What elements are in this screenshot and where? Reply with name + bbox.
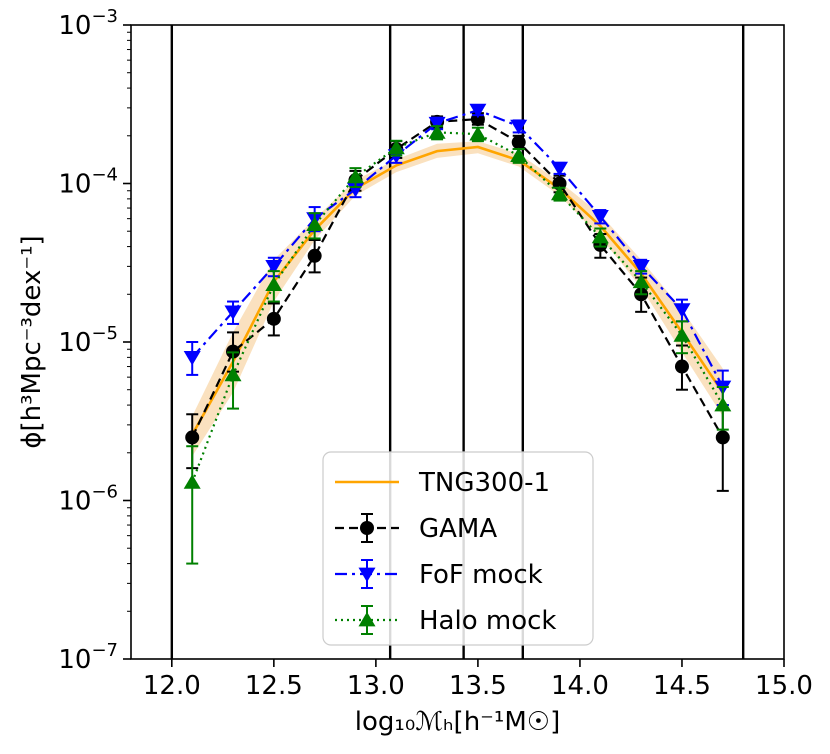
halo-mock-point: [347, 168, 364, 184]
fof-mock-point: [183, 351, 201, 366]
halo-mock-point: [551, 185, 568, 201]
halo-mock-line: [191, 131, 724, 483]
series-halo-mock: [183, 124, 732, 565]
halo-mock-point: [510, 147, 528, 162]
halo-mock-point: [183, 474, 201, 489]
legend-label-gama: GAMA: [419, 514, 497, 544]
y-tick-label: 10−3: [58, 6, 118, 41]
fof-mock-point: [673, 303, 691, 318]
gama-line: [191, 117, 724, 438]
series-layer: [183, 103, 732, 565]
gama-point: [511, 135, 526, 150]
halo-mock-point: [714, 397, 732, 412]
x-tick-label: 12.0: [143, 671, 201, 701]
legend-marker-gama: [360, 521, 374, 535]
fof-mock-point: [510, 119, 528, 135]
legend-label-tng300-1: TNG300-1: [418, 468, 550, 498]
legend-entry-halo-mock: Halo mock: [335, 605, 556, 636]
legend-entry-fof-mock: FoF mock: [335, 559, 543, 590]
halo-mock-point: [306, 216, 324, 231]
halo-mock-point: [591, 228, 609, 244]
y-tick-label: 10−7: [58, 640, 118, 675]
y-tick-label: 10−5: [58, 323, 118, 358]
halo-mock-point: [387, 139, 405, 155]
legend-box: [322, 451, 594, 646]
x-tick-label: 14.5: [653, 671, 711, 701]
halo-mock-point: [673, 327, 691, 342]
y-tick-label: 10−6: [58, 482, 118, 517]
x-tick-label: 13.0: [347, 671, 405, 701]
halo-mock-point: [428, 124, 446, 139]
legend-entry-tng300-1: TNG300-1: [335, 468, 550, 498]
fof-mock-point: [591, 210, 609, 225]
gama-point: [266, 311, 281, 326]
series-tng300-1: [191, 145, 724, 436]
fof-mock-point: [265, 260, 283, 275]
fof-mock-line: [191, 109, 724, 388]
tng300-1-line: [191, 145, 724, 436]
y-axis-label: ϕ[h³Mpc⁻³dex⁻¹]: [17, 235, 47, 448]
halo-mock-point: [265, 276, 283, 291]
legend-marker-halo-mock: [358, 611, 376, 627]
legend-label-halo-mock: Halo mock: [419, 606, 556, 636]
gama-point: [715, 430, 730, 445]
gama-point: [674, 359, 689, 374]
y-tick-label: 10−4: [58, 165, 118, 200]
x-tick-label: 13.5: [449, 671, 507, 701]
halo-mock-point: [224, 366, 242, 382]
fof-mock-point: [428, 116, 446, 132]
halo-mock-point: [632, 273, 650, 289]
legend-marker-fof-mock: [358, 567, 376, 583]
x-axis-label: log₁₀ℳₕ[h⁻¹M☉]: [355, 707, 560, 737]
x-tick-label: 15.0: [755, 671, 813, 701]
fof-mock-point: [469, 103, 487, 119]
legend: TNG300-1 GAMA FoF mock Halo mock: [322, 451, 594, 646]
fof-mock-point: [632, 260, 650, 275]
legend-entry-gama: GAMA: [335, 513, 497, 544]
series-fof-mock: [183, 103, 732, 407]
gama-point: [307, 248, 322, 263]
fof-mock-point: [551, 161, 568, 177]
gama-point: [185, 430, 200, 445]
x-tick-label: 14.0: [551, 671, 609, 701]
legend-label-fof-mock: FoF mock: [419, 560, 543, 590]
halo-mock-point: [469, 126, 487, 141]
fof-mock-point: [224, 305, 242, 320]
x-tick-label: 12.5: [245, 671, 303, 701]
tick-layer: 12.0 12.5 13.0 13.5 14.0 14.5 15.0 10−7 10−6 10−5…: [58, 6, 813, 701]
